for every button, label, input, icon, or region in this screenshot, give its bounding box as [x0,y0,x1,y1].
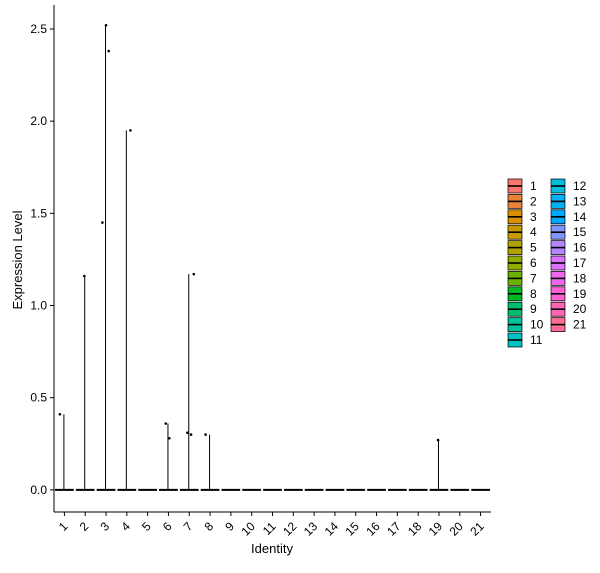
legend-item-1: 1 [507,178,537,194]
legend-item-3: 3 [507,209,537,225]
legend-label: 5 [530,241,537,255]
legend-label: 11 [530,333,543,347]
legend-item-21: 21 [550,317,587,332]
x-axis: 1 2 3 4 5 6 7 8 9 10 11 12 13 14 15 16 17 18 19 20 21 [54,511,491,539]
legend-item-2: 2 [507,194,537,209]
data-point [168,436,171,440]
x-tick-label: 19 [426,519,446,539]
data-point [58,412,62,416]
x-tick-label: 6 [160,519,175,534]
x-tick-label: 18 [405,519,425,539]
x-tick-label: 11 [260,519,279,538]
plot-area [55,23,490,491]
y-tick-label: 2.0 [30,114,47,128]
legend-item-7: 7 [507,271,537,286]
x-axis-title: Identity [251,541,293,556]
data-point [101,221,104,224]
y-axis-title: Expression Level [10,210,25,309]
legend-label: 4 [530,225,537,239]
data-point [83,274,86,278]
legend-label: 12 [573,179,587,193]
legend-item-18: 18 [550,271,587,286]
legend-label: 14 [573,210,587,224]
legend-label: 15 [573,225,587,239]
data-point [129,129,132,132]
legend-item-19: 19 [550,286,587,302]
y-tick-label: 1.0 [30,299,47,313]
data-point [186,431,189,435]
x-tick-label: 20 [447,519,467,539]
x-tick-label: 5 [139,519,154,534]
legend-label: 6 [530,256,537,270]
y-tick-label: 1.5 [30,206,47,220]
legend-item-8: 8 [507,286,537,302]
data-point [189,433,193,436]
legend-label: 16 [573,241,587,255]
x-tick-label: 21 [467,519,487,539]
x-tick-label: 10 [238,519,258,539]
data-point [164,422,168,425]
legend-label: 3 [530,210,537,224]
legend-label: 1 [530,179,537,193]
x-tick-label: 12 [280,519,300,539]
legend-item-11: 11 [507,332,543,348]
legend-label: 9 [530,302,537,316]
y-tick-label: 0.0 [30,483,47,497]
data-point [436,438,440,442]
legend-item-5: 5 [507,240,537,255]
legend-label: 10 [530,318,544,332]
x-tick-label: 14 [322,519,342,539]
legend-item-20: 20 [550,301,587,317]
data-point [107,49,111,53]
x-tick-label: 3 [98,519,113,534]
y-tick-label: 0.5 [30,391,47,405]
legend-item-12: 12 [550,178,587,194]
x-tick-label: 16 [363,519,383,539]
x-tick-label: 1 [56,519,71,534]
data-point [192,272,196,276]
legend-label: 18 [573,271,587,285]
legend-item-17: 17 [550,255,587,271]
legend-item-15: 15 [550,224,587,240]
data-point [104,23,108,27]
legend-label: 7 [530,271,537,285]
data-point [204,433,207,436]
x-tick-label: 15 [343,519,363,539]
x-tick-label: 7 [181,519,196,534]
x-tick-label: 2 [77,519,92,534]
y-tick-label: 2.5 [30,22,47,36]
legend-label: 20 [573,302,587,316]
x-tick-label: 13 [301,519,321,539]
legend-item-10: 10 [507,317,544,332]
legend-label: 8 [530,287,537,301]
legend-item-13: 13 [550,194,587,209]
legend-item-9: 9 [507,301,537,317]
x-tick-label: 9 [222,519,237,534]
legend-label: 17 [573,256,587,270]
legend-label: 21 [573,318,587,332]
legend-label: 13 [573,194,587,208]
x-tick-label: 17 [384,519,404,539]
legend-item-4: 4 [507,224,537,240]
legend-label: 2 [530,194,537,208]
legend-item-14: 14 [550,209,587,225]
x-tick-label: 4 [118,519,133,534]
x-tick-label: 8 [202,519,217,534]
legend-item-16: 16 [550,240,587,255]
y-axis: 0.0 0.5 1.0 1.5 2.0 2.5 [30,5,55,512]
legend-item-6: 6 [507,255,537,271]
legend-label: 19 [573,287,587,301]
